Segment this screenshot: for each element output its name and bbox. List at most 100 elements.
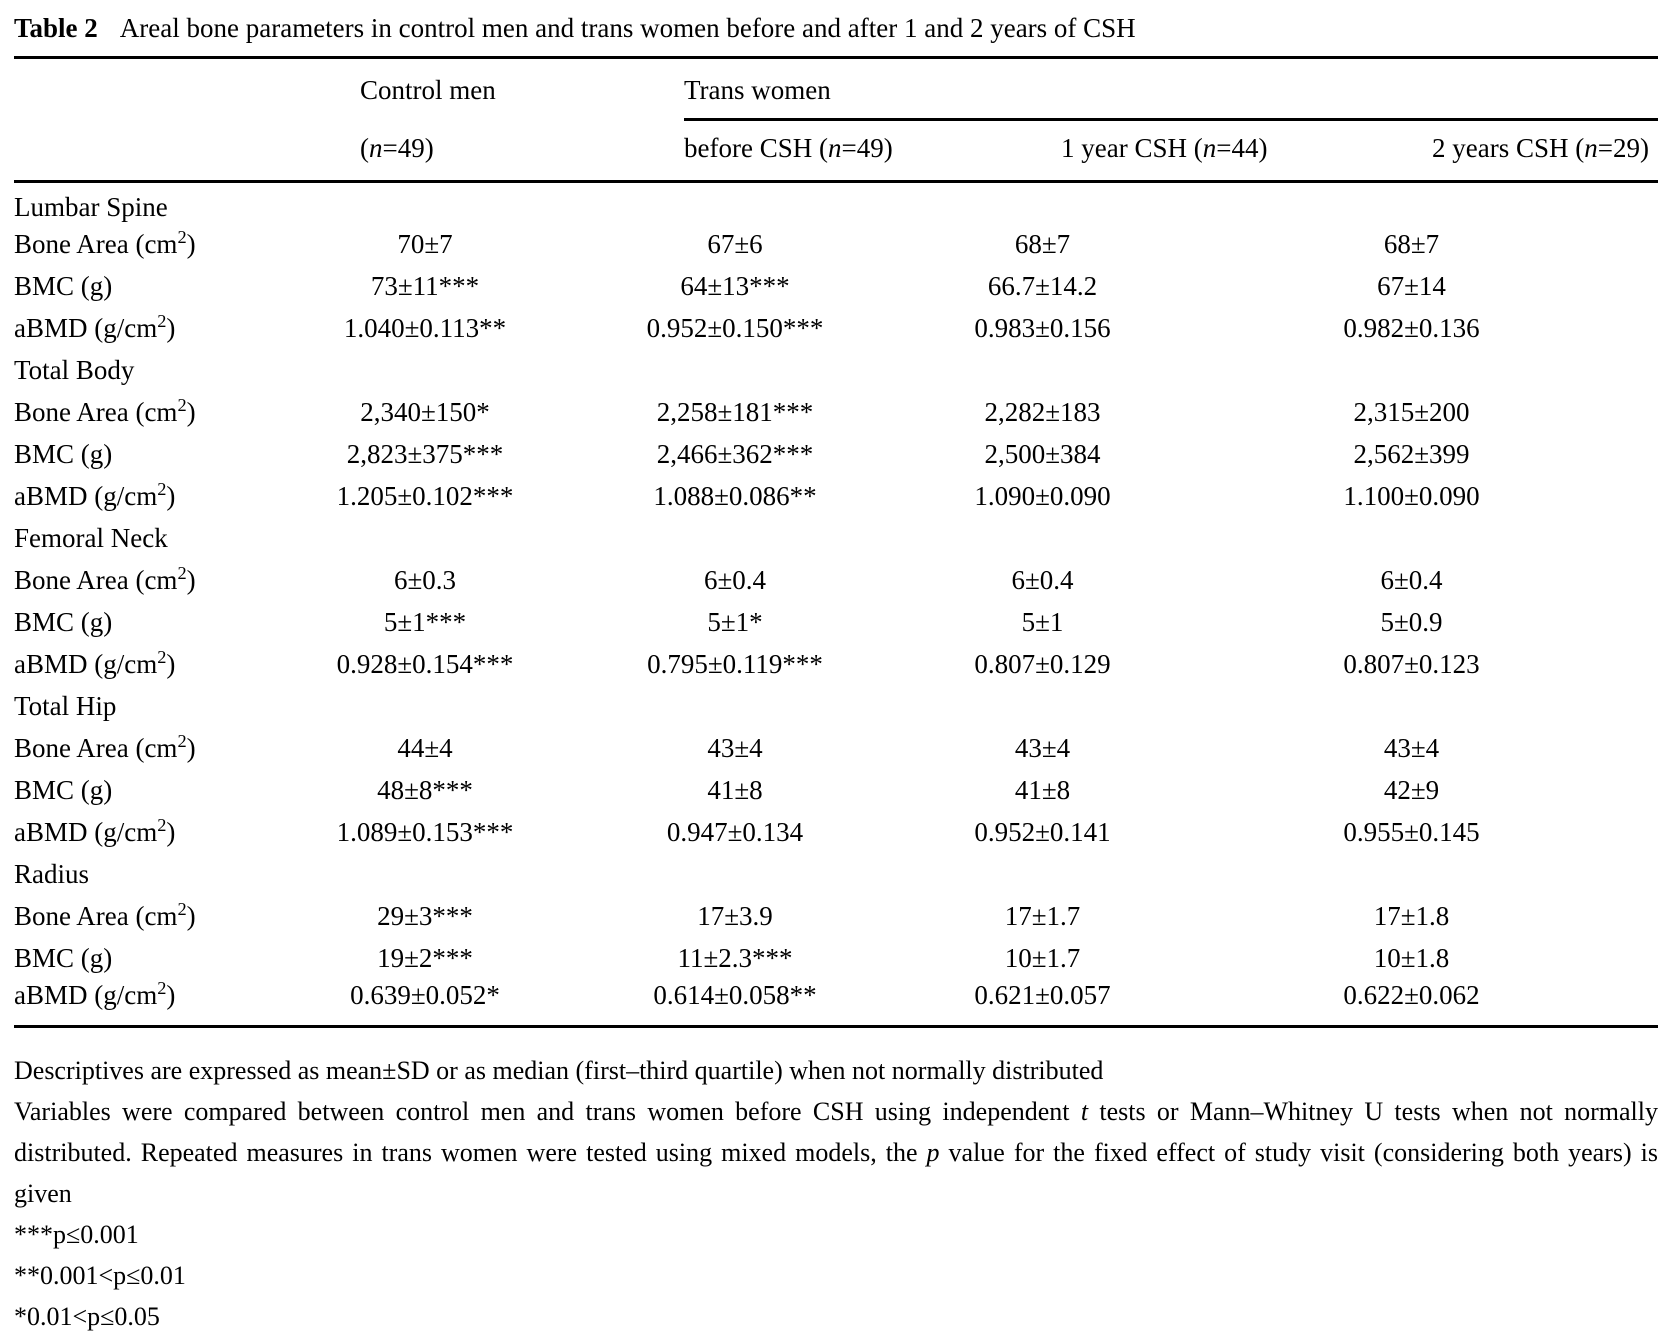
- table-row: aBMD (g/cm2) 0.928±0.154*** 0.795±0.119*…: [14, 644, 1658, 686]
- cell-value: 1.090±0.090: [974, 481, 1111, 511]
- cell-value: 0.807±0.123: [1343, 649, 1480, 679]
- row-label: Bone Area (cm2): [14, 563, 196, 595]
- section-label: Femoral Neck: [14, 523, 168, 553]
- cell-value: 10±1.8: [1373, 943, 1450, 973]
- cell-value: 68±7: [1014, 229, 1071, 259]
- table-number: Table 2: [14, 13, 98, 43]
- cell-value: 5±1***: [383, 607, 467, 637]
- cell-value: 0.928±0.154***: [336, 649, 514, 679]
- cell-value: 67±6: [707, 229, 763, 259]
- row-label: BMC (g): [14, 439, 113, 469]
- superscript: 2: [157, 479, 167, 499]
- row-label: BMC (g): [14, 943, 113, 973]
- cell-value: 73±11***: [370, 271, 480, 301]
- header-trans-women-group: Trans women: [550, 58, 1659, 121]
- table-row: BMC (g) 5±1*** 5±1* 5±1 5±0.9: [14, 602, 1658, 644]
- cell-value: 2,315±200: [1353, 397, 1470, 427]
- cell-value: 2,282±183: [984, 397, 1101, 427]
- cell-value: 17±1.8: [1373, 901, 1450, 931]
- cell-value: 2,466±362***: [656, 439, 814, 469]
- table-footnotes: Descriptives are expressed as mean±SD or…: [14, 1050, 1658, 1337]
- cell-value: 2,500±384: [984, 439, 1101, 469]
- cell-value: 17±3.9: [697, 901, 773, 931]
- superscript: 2: [177, 227, 187, 247]
- table-row: Bone Area (cm2) 70±7 67±6 68±7 68±7: [14, 224, 1658, 266]
- row-label: aBMD (g/cm2): [14, 311, 176, 343]
- superscript: 2: [177, 563, 187, 583]
- cell-value: 17±1.7: [1004, 901, 1081, 931]
- row-label: aBMD (g/cm2): [14, 977, 176, 1010]
- footnote-methods: Variables were compared between control …: [14, 1096, 1659, 1208]
- footnote-significance-05: *0.01<p≤0.05: [14, 1301, 160, 1331]
- cell-value: 0.955±0.145: [1343, 817, 1480, 847]
- table-row: BMC (g) 2,823±375*** 2,466±362*** 2,500±…: [14, 434, 1658, 476]
- cell-value: 44±4: [397, 733, 453, 763]
- row-label: BMC (g): [14, 271, 113, 301]
- cell-value: 6±0.4: [1011, 565, 1074, 595]
- section-label: Radius: [14, 859, 90, 889]
- cell-value: 5±1: [1021, 607, 1064, 637]
- section-label: Total Body: [14, 355, 135, 385]
- cell-value: 2,562±399: [1353, 439, 1470, 469]
- cell-value: 41±8: [1014, 775, 1071, 805]
- cell-value: 1.088±0.086**: [653, 481, 817, 511]
- header-empty-cell: [14, 121, 300, 183]
- table-row: BMC (g) 73±11*** 64±13*** 66.7±14.2 67±1…: [14, 266, 1658, 308]
- cell-value: 0.795±0.119***: [647, 649, 823, 679]
- cell-value: 1.089±0.153***: [336, 817, 514, 847]
- header-control-men-n: (n=49): [300, 121, 550, 183]
- footnote-significance-01: **0.001<p≤0.01: [14, 1260, 186, 1290]
- superscript: 2: [157, 647, 167, 667]
- cell-value: 1.040±0.113**: [343, 313, 507, 343]
- section-label: Total Hip: [14, 691, 117, 721]
- table-row: aBMD (g/cm2) 1.205±0.102*** 1.088±0.086*…: [14, 476, 1658, 518]
- cell-value: 43±4: [1014, 733, 1071, 763]
- cell-value: 0.983±0.156: [974, 313, 1111, 343]
- table-row: aBMD (g/cm2) 1.040±0.113** 0.952±0.150**…: [14, 308, 1658, 350]
- cell-value: 70±7: [397, 229, 453, 259]
- table-row: Bone Area (cm2) 6±0.3 6±0.4 6±0.4 6±0.4: [14, 560, 1658, 602]
- cell-value: 5±1*: [707, 607, 763, 637]
- cell-value: 0.947±0.134: [666, 817, 804, 847]
- cell-value: 2,340±150*: [360, 397, 490, 427]
- section-row-lumbar-spine: Lumbar Spine: [14, 182, 1658, 224]
- cell-value: 66.7±14.2: [987, 271, 1098, 301]
- row-label: aBMD (g/cm2): [14, 479, 176, 511]
- cell-value: 43±4: [1383, 733, 1440, 763]
- superscript: 2: [157, 311, 167, 331]
- superscript: 2: [177, 731, 187, 751]
- row-label: BMC (g): [14, 607, 113, 637]
- header-control-men: Control men: [360, 75, 496, 105]
- table-row: Bone Area (cm2) 2,340±150* 2,258±181*** …: [14, 392, 1658, 434]
- table-row: Bone Area (cm2) 29±3*** 17±3.9 17±1.7 17…: [14, 896, 1658, 938]
- table-row: Bone Area (cm2) 44±4 43±4 43±4 43±4: [14, 728, 1658, 770]
- cell-value: 5±0.9: [1380, 607, 1443, 637]
- cell-value: 0.952±0.141: [974, 817, 1111, 847]
- row-label: Bone Area (cm2): [14, 899, 196, 931]
- superscript: 2: [157, 977, 167, 998]
- cell-value: 6±0.4: [703, 565, 767, 595]
- cell-value: 2,258±181***: [656, 397, 814, 427]
- cell-value: 0.621±0.057: [974, 979, 1111, 1010]
- header-empty-cell: [14, 58, 300, 122]
- cell-value: 10±1.7: [1004, 943, 1081, 973]
- cell-value: 0.952±0.150***: [646, 313, 824, 343]
- table-caption: Table 2 Areal bone parameters in control …: [14, 8, 1658, 48]
- superscript: 2: [157, 815, 167, 835]
- row-label: Bone Area (cm2): [14, 395, 196, 427]
- cell-value: 68±7: [1383, 229, 1440, 259]
- header-2-years-csh: 2 years CSH (n=29): [1165, 121, 1659, 183]
- header-group-row: Control men Trans women: [14, 58, 1659, 122]
- cell-value: 29±3***: [377, 901, 473, 931]
- row-label: aBMD (g/cm2): [14, 647, 176, 679]
- cell-value: 67±14: [1377, 271, 1446, 301]
- row-label: Bone Area (cm2): [14, 227, 196, 259]
- cell-value: 42±9: [1383, 775, 1440, 805]
- section-row-radius: Radius: [14, 854, 1658, 896]
- footnote-descriptives: Descriptives are expressed as mean±SD or…: [14, 1055, 1104, 1085]
- cell-value: 41±8: [707, 775, 763, 805]
- table-row: BMC (g) 19±2*** 11±2.3*** 10±1.7 10±1.8: [14, 938, 1658, 980]
- header-before-csh: before CSH (n=49): [550, 121, 920, 183]
- section-row-femoral-neck: Femoral Neck: [14, 518, 1658, 560]
